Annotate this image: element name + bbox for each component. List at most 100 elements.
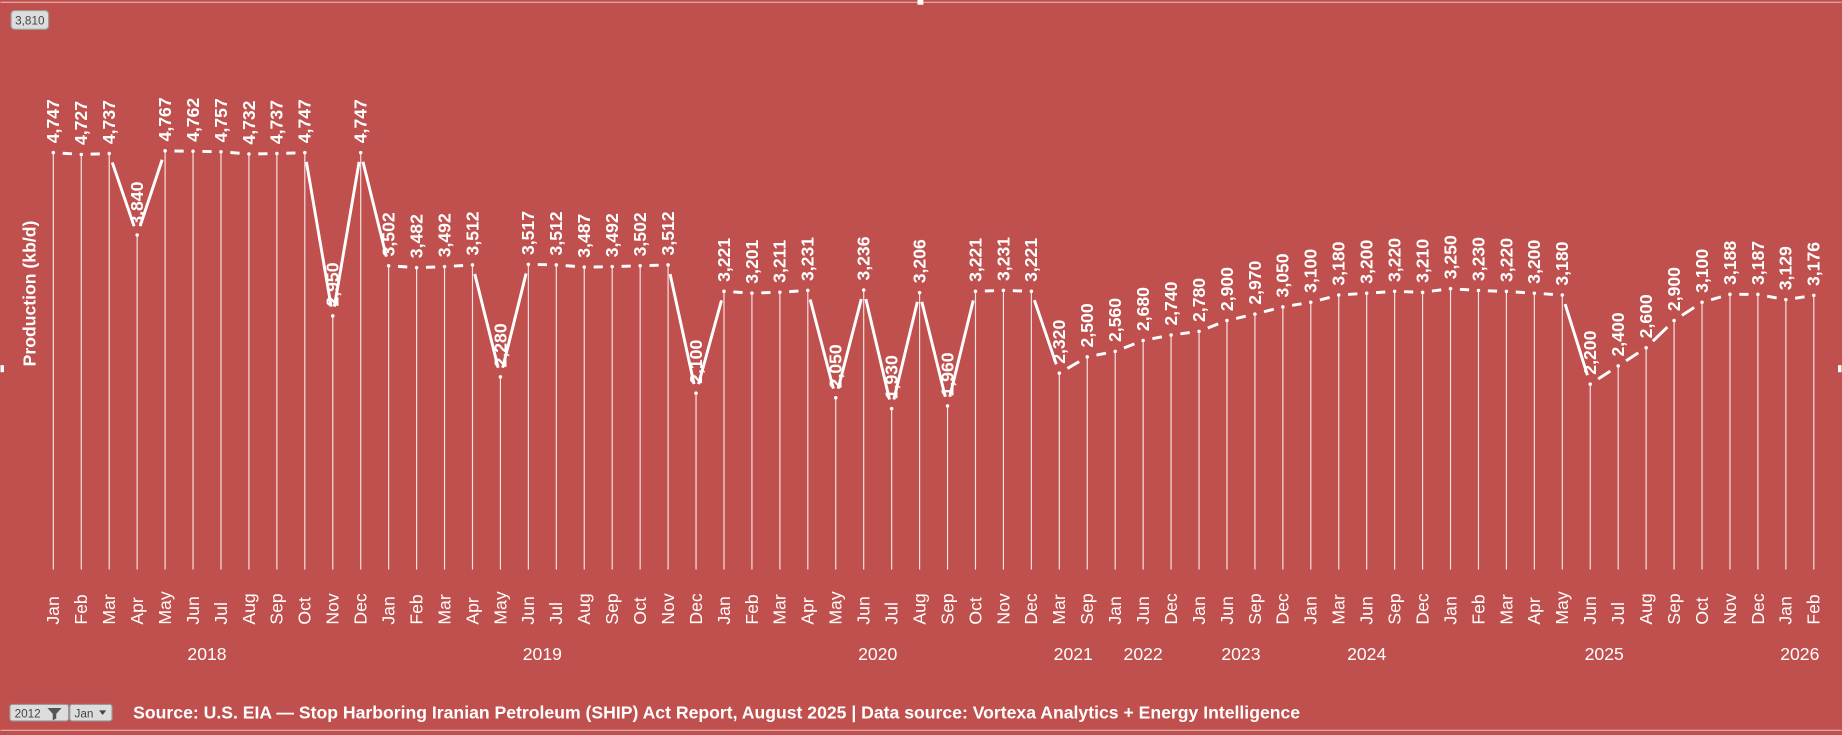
- data-point[interactable]: [1420, 290, 1425, 295]
- line-segment: [1152, 335, 1163, 341]
- resize-handle-top[interactable]: [917, 0, 924, 5]
- data-point[interactable]: [191, 149, 195, 154]
- data-point[interactable]: [1336, 293, 1341, 297]
- data-label: 1,960: [937, 352, 957, 396]
- data-point[interactable]: [1364, 291, 1369, 295]
- month-label: Sep: [602, 593, 622, 625]
- data-point[interactable]: [1476, 288, 1481, 293]
- data-point[interactable]: [219, 149, 223, 154]
- data-point[interactable]: [1448, 286, 1453, 291]
- data-point[interactable]: [1560, 293, 1565, 297]
- data-point[interactable]: [247, 152, 251, 156]
- value-badge[interactable]: 3,810: [10, 9, 50, 30]
- data-point[interactable]: [498, 375, 503, 379]
- chevron-down-icon: [99, 710, 107, 716]
- data-point[interactable]: [861, 288, 866, 292]
- data-point[interactable]: [1812, 293, 1816, 298]
- data-point[interactable]: [1672, 318, 1676, 323]
- month-label: Feb: [742, 594, 762, 625]
- data-label: 3,512: [462, 211, 482, 255]
- data-point[interactable]: [1197, 329, 1201, 334]
- data-point[interactable]: [303, 150, 307, 155]
- data-point[interactable]: [889, 406, 894, 411]
- data-label: 3,231: [798, 237, 818, 281]
- data-label: 3,250: [1440, 235, 1460, 279]
- data-point[interactable]: [945, 404, 950, 408]
- month-filter-dropdown[interactable]: Jan: [69, 703, 113, 722]
- data-point[interactable]: [1281, 305, 1285, 309]
- data-point[interactable]: [275, 151, 279, 156]
- data-label: 2,780: [1189, 278, 1209, 322]
- line-segment: [836, 298, 863, 390]
- data-point[interactable]: [1728, 292, 1732, 297]
- data-point[interactable]: [1700, 300, 1704, 305]
- data-point[interactable]: [554, 263, 559, 267]
- resize-handle-left[interactable]: [0, 365, 5, 373]
- data-point[interactable]: [1001, 288, 1006, 293]
- data-point[interactable]: [442, 264, 447, 269]
- data-point[interactable]: [694, 391, 698, 395]
- data-point[interactable]: [778, 290, 782, 294]
- line-segment: [789, 289, 799, 294]
- data-label: 3,236: [854, 236, 874, 280]
- data-point[interactable]: [973, 289, 978, 294]
- data-point[interactable]: [806, 288, 810, 293]
- data-point[interactable]: [1392, 289, 1397, 294]
- data-label: 4,747: [43, 99, 63, 143]
- data-point[interactable]: [1756, 292, 1760, 297]
- month-label: Jan: [1440, 596, 1460, 624]
- resize-handle-right[interactable]: [1837, 365, 1842, 373]
- data-point[interactable]: [526, 262, 531, 267]
- month-label: Apr: [1524, 597, 1544, 625]
- data-point[interactable]: [1113, 349, 1117, 354]
- data-label: 3,200: [1524, 240, 1544, 284]
- month-label: Sep: [1385, 593, 1405, 625]
- data-point[interactable]: [1141, 338, 1145, 343]
- data-point[interactable]: [917, 290, 922, 295]
- data-point[interactable]: [51, 150, 56, 155]
- data-point[interactable]: [1029, 289, 1034, 294]
- data-point[interactable]: [750, 291, 754, 295]
- data-point[interactable]: [1532, 291, 1537, 295]
- data-point[interactable]: [610, 264, 614, 269]
- month-label: Mar: [1496, 594, 1516, 624]
- data-point[interactable]: [1644, 345, 1648, 350]
- data-point[interactable]: [722, 289, 726, 294]
- data-point[interactable]: [163, 149, 167, 153]
- month-label: Sep: [267, 593, 287, 625]
- data-point[interactable]: [1784, 297, 1788, 302]
- line-segment: [1625, 351, 1640, 363]
- data-point[interactable]: [1085, 355, 1090, 359]
- data-point[interactable]: [638, 264, 642, 268]
- data-point[interactable]: [1225, 318, 1229, 323]
- data-point[interactable]: [1616, 364, 1620, 368]
- data-point[interactable]: [358, 150, 363, 155]
- data-point[interactable]: [582, 265, 587, 269]
- data-point[interactable]: [107, 151, 111, 156]
- data-point[interactable]: [470, 263, 475, 267]
- data-point[interactable]: [135, 233, 139, 237]
- data-point[interactable]: [331, 314, 335, 318]
- data-label: 2,900: [1217, 267, 1237, 311]
- data-point[interactable]: [666, 263, 670, 267]
- data-point[interactable]: [1253, 312, 1257, 316]
- data-point[interactable]: [833, 395, 838, 400]
- data-point[interactable]: [386, 264, 391, 268]
- data-point[interactable]: [1588, 382, 1593, 386]
- data-point[interactable]: [1169, 333, 1173, 337]
- line-segment: [1766, 294, 1777, 300]
- data-point[interactable]: [1309, 300, 1313, 305]
- data-point[interactable]: [1504, 289, 1509, 294]
- year-filter-dropdown[interactable]: 2012: [9, 703, 70, 722]
- data-label: 3,517: [518, 211, 538, 255]
- data-point[interactable]: [79, 152, 84, 157]
- line-segment: [565, 264, 576, 268]
- line-segment: [1543, 292, 1554, 296]
- month-label: Oct: [630, 597, 650, 625]
- data-point[interactable]: [414, 265, 419, 270]
- data-point[interactable]: [1057, 371, 1062, 375]
- data-label: 2,600: [1636, 294, 1656, 338]
- data-label: 4,727: [71, 101, 91, 145]
- line-segment: [1180, 331, 1190, 336]
